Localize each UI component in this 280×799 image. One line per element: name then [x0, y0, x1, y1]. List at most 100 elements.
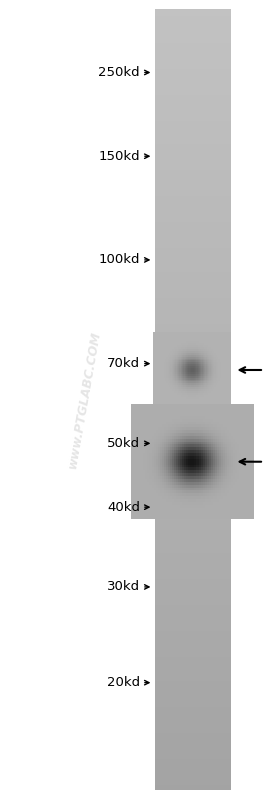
Bar: [155, 9, 230, 11]
Bar: [216, 400, 217, 403]
Bar: [165, 336, 166, 337]
Bar: [162, 385, 164, 388]
Bar: [141, 514, 143, 516]
Bar: [155, 384, 156, 385]
Bar: [165, 353, 166, 355]
Bar: [211, 349, 212, 351]
Bar: [235, 433, 237, 436]
Bar: [239, 491, 241, 493]
Bar: [164, 355, 165, 356]
Bar: [243, 436, 246, 439]
Bar: [196, 403, 198, 404]
Bar: [194, 388, 195, 389]
Bar: [192, 467, 194, 471]
Bar: [252, 442, 254, 444]
Bar: [231, 447, 233, 450]
Bar: [194, 485, 197, 487]
Bar: [192, 345, 194, 347]
Bar: [225, 511, 227, 514]
Bar: [200, 511, 203, 514]
Bar: [164, 380, 165, 381]
Bar: [162, 482, 164, 485]
Bar: [139, 404, 141, 407]
Bar: [131, 471, 133, 473]
Bar: [165, 395, 166, 397]
Bar: [135, 499, 137, 502]
Bar: [160, 384, 161, 385]
Bar: [155, 546, 230, 548]
Bar: [153, 400, 155, 403]
Bar: [209, 473, 211, 476]
Bar: [209, 347, 211, 349]
Bar: [207, 349, 208, 351]
Bar: [211, 397, 212, 399]
Bar: [230, 404, 231, 407]
Bar: [191, 374, 192, 376]
Bar: [224, 384, 225, 385]
Bar: [226, 362, 227, 364]
Bar: [211, 433, 213, 436]
Bar: [166, 381, 168, 384]
Bar: [206, 337, 207, 340]
Bar: [205, 459, 207, 462]
Bar: [214, 384, 216, 385]
Bar: [139, 442, 141, 444]
Bar: [229, 378, 230, 380]
Bar: [177, 368, 178, 370]
Bar: [235, 479, 237, 482]
Bar: [217, 345, 218, 347]
Bar: [222, 337, 224, 340]
Bar: [176, 336, 177, 337]
Bar: [237, 413, 239, 415]
Bar: [225, 442, 227, 444]
Bar: [207, 397, 208, 399]
Bar: [204, 336, 206, 337]
Bar: [198, 356, 199, 359]
Bar: [156, 397, 157, 399]
Bar: [248, 410, 249, 413]
Bar: [135, 496, 137, 499]
Bar: [196, 407, 198, 408]
Bar: [207, 439, 209, 442]
Bar: [176, 493, 178, 496]
Bar: [211, 410, 213, 413]
Bar: [186, 355, 187, 356]
Bar: [145, 479, 148, 482]
Bar: [164, 433, 166, 436]
Bar: [156, 427, 158, 430]
Bar: [211, 459, 213, 462]
Bar: [212, 355, 213, 356]
Bar: [221, 415, 223, 419]
Bar: [207, 407, 209, 410]
Bar: [248, 502, 249, 505]
Bar: [199, 344, 200, 345]
Bar: [182, 400, 183, 403]
Bar: [233, 487, 235, 491]
Bar: [223, 424, 225, 427]
Bar: [181, 385, 182, 388]
Bar: [199, 422, 200, 424]
Bar: [158, 499, 160, 502]
Bar: [173, 384, 174, 385]
Bar: [173, 356, 174, 359]
Bar: [155, 253, 230, 256]
Bar: [223, 453, 225, 456]
Bar: [227, 334, 229, 336]
Bar: [246, 496, 248, 499]
Bar: [199, 413, 200, 415]
Bar: [161, 370, 162, 372]
Bar: [196, 366, 198, 368]
Bar: [161, 389, 162, 391]
Bar: [205, 493, 207, 496]
Bar: [155, 585, 230, 587]
Bar: [155, 225, 230, 228]
Bar: [178, 442, 180, 444]
Bar: [183, 374, 185, 376]
Bar: [158, 360, 160, 362]
Bar: [162, 444, 164, 447]
Bar: [192, 340, 194, 341]
Bar: [187, 388, 188, 389]
Bar: [243, 459, 246, 462]
Bar: [212, 332, 213, 334]
Bar: [162, 491, 164, 493]
